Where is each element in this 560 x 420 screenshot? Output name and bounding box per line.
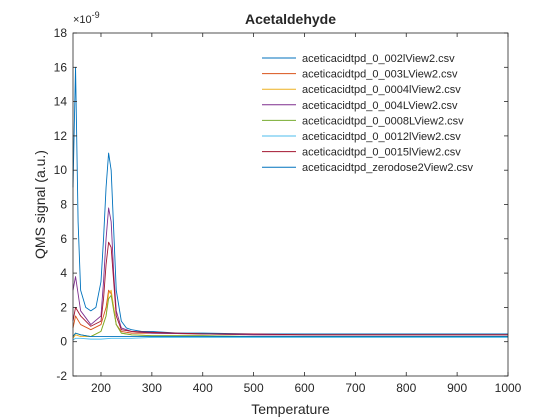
chart-title: Acetaldehyde	[245, 11, 336, 27]
plot-area	[73, 33, 508, 376]
y-tick-label: 8	[60, 198, 67, 212]
x-axis-label: Temperature	[251, 401, 330, 417]
legend-label: aceticacidtpd_zerodose2View2.csv	[302, 162, 474, 174]
y-exponent-label: ×10-9	[73, 10, 100, 26]
x-tick-label: 700	[345, 381, 365, 395]
legend-label: aceticacidtpd_0_0012lView2.csv	[302, 131, 461, 143]
x-tick-label: 600	[294, 381, 314, 395]
x-tick-label: 500	[244, 381, 264, 395]
series-line-7	[72, 241, 508, 336]
y-tick-label: 6	[60, 232, 67, 246]
y-tick-label: 0	[60, 335, 67, 349]
y-tick-label: 18	[54, 26, 68, 40]
series-line-1	[72, 66, 508, 335]
series-line-6	[72, 336, 508, 341]
x-tick-label: 300	[142, 381, 162, 395]
x-tick-label: 800	[396, 381, 416, 395]
series-line-8	[72, 332, 508, 338]
x-tick-label: 900	[447, 381, 467, 395]
legend-label: aceticacidtpd_0_0015lView2.csv	[302, 147, 461, 159]
y-tick-label: 12	[54, 129, 68, 143]
y-tick-label: 16	[54, 60, 68, 74]
y-tick-label: 10	[54, 163, 68, 177]
series-layer	[72, 66, 508, 341]
legend-label: aceticacidtpd_0_002lView2.csv	[302, 53, 455, 65]
legend: aceticacidtpd_0_002lView2.csv aceticacidt…	[262, 53, 474, 174]
legend-label: aceticacidtpd_0_003LView2.csv	[302, 69, 458, 81]
x-tick-label: 200	[91, 381, 111, 395]
y-tick-label: -2	[56, 369, 67, 383]
y-tick-label: 2	[60, 300, 67, 314]
y-tick-label: 14	[54, 95, 68, 109]
legend-label: aceticacidtpd_0_0008LView2.csv	[302, 115, 464, 127]
x-tick-label: 400	[193, 381, 213, 395]
x-tick-label: 1000	[495, 381, 522, 395]
legend-label: aceticacidtpd_0_0004lView2.csv	[302, 84, 461, 96]
legend-label: aceticacidtpd_0_004LView2.csv	[302, 100, 458, 112]
x-axis: 200 300 400 500 600 700 800 900 1000	[91, 33, 522, 395]
y-tick-label: 4	[60, 266, 67, 280]
y-axis-label: QMS signal (a.u.)	[32, 150, 48, 259]
y-axis: -2 0 2 4 6 8 10 12 14 16 18	[54, 26, 508, 383]
